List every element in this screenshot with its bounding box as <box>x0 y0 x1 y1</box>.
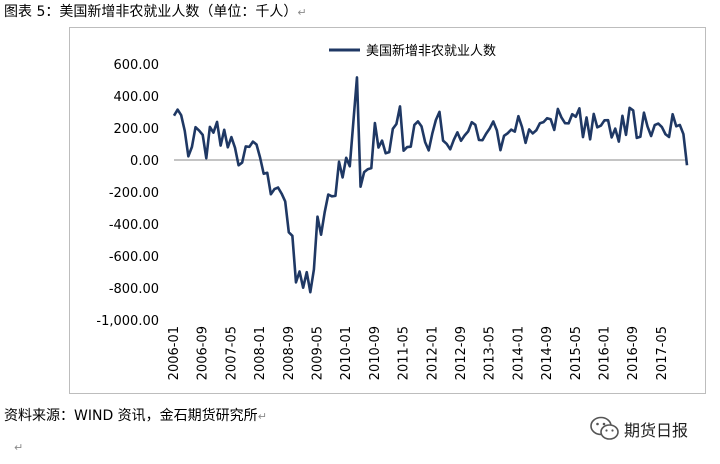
data-source-text: 资料来源：WIND 资讯，金石期货研究所 <box>4 408 258 424</box>
y-tick-label: -600.00 <box>109 250 159 265</box>
y-axis: 600.00 400.00 200.00 0.00 -200.00 -400.00 -600… <box>96 58 159 329</box>
y-tick-label: -200.00 <box>109 186 159 201</box>
y-tick-label: 0.00 <box>130 154 159 169</box>
x-tick-label: 2013-05 <box>483 326 498 380</box>
x-tick-label: 2017-05 <box>655 326 670 380</box>
legend-label: 美国新增非农就业人数 <box>366 43 496 59</box>
x-tick-label: 2014-09 <box>540 326 555 380</box>
x-tick-label: 2007-05 <box>224 326 239 380</box>
x-tick-label: 2012-01 <box>425 326 440 380</box>
y-tick-label: -400.00 <box>109 218 159 233</box>
publisher-name: 期货日报 <box>624 421 689 440</box>
nonfarm-payrolls-chart: 600.00 400.00 200.00 0.00 -200.00 -400.00 -600… <box>96 43 689 380</box>
x-tick-label: 2014-01 <box>511 326 526 380</box>
paragraph-mark: ↵ <box>257 410 267 423</box>
legend: 美国新增非农就业人数 <box>329 43 496 59</box>
x-tick-label: 2016-01 <box>597 326 612 380</box>
x-tick-label: 2008-01 <box>253 326 268 380</box>
figure-caption-text: 图表 5：美国新增非农就业人数（单位：千人） <box>4 4 298 20</box>
figure-caption: 图表 5：美国新增非农就业人数（单位：千人）↵ <box>4 2 307 23</box>
x-tick-label: 2011-05 <box>397 326 412 380</box>
publisher-brand: 期货日报 <box>590 416 688 442</box>
x-axis: 2006-01 2006-09 2007-05 2008-01 2008-09 2009-… <box>167 159 687 380</box>
y-tick-label: -800.00 <box>109 282 159 297</box>
data-source: 资料来源：WIND 资讯，金石期货研究所↵ <box>4 406 267 427</box>
x-tick-label: 2012-09 <box>454 326 469 380</box>
x-tick-label: 2010-01 <box>339 326 354 380</box>
x-tick-label: 2010-09 <box>368 326 383 380</box>
paragraph-mark: ↵ <box>14 441 24 454</box>
x-tick-label: 2008-09 <box>282 326 297 380</box>
series-line <box>172 76 689 294</box>
x-tick-label: 2006-09 <box>196 326 211 380</box>
series-layer <box>172 76 689 294</box>
paragraph-mark: ↵ <box>297 6 307 19</box>
chart-frame: 600.00 400.00 200.00 0.00 -200.00 -400.00 -600… <box>69 27 706 394</box>
x-tick-label: 2006-01 <box>167 326 182 380</box>
y-tick-label: 600.00 <box>114 58 160 73</box>
x-tick-label: 2009-05 <box>310 326 325 380</box>
x-tick-label: 2016-09 <box>626 326 641 380</box>
x-tick-label: 2015-05 <box>569 326 584 380</box>
y-tick-label: 400.00 <box>114 90 160 105</box>
trailing-paragraph: ↵ <box>14 440 23 454</box>
wechat-icon <box>590 416 619 440</box>
y-tick-label: 200.00 <box>114 122 160 137</box>
y-tick-label: -1,000.00 <box>96 314 159 329</box>
